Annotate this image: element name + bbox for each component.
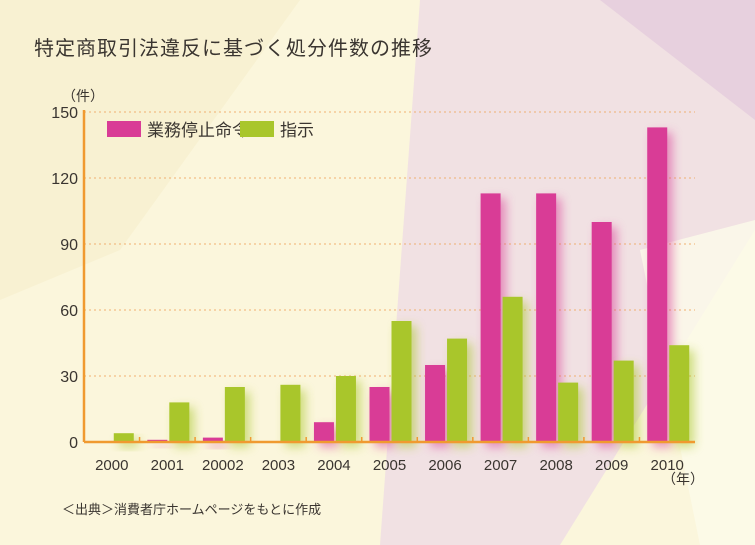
- source-note: ＜出典＞消費者庁ホームページをもとに作成: [62, 503, 322, 518]
- bar-suspension-order: [313, 422, 334, 442]
- bar-instruction: [613, 360, 634, 442]
- bar-suspension-order: [591, 222, 612, 442]
- x-tick-label: 2010: [651, 457, 684, 474]
- x-tick-label: 2006: [428, 457, 461, 474]
- bar-shadow: [207, 442, 228, 447]
- x-tick-label: 2000: [95, 457, 128, 474]
- bar-suspension-order: [536, 193, 557, 442]
- y-tick-label: 0: [69, 435, 78, 452]
- bar-shadow: [152, 444, 173, 447]
- y-tick-label: 60: [60, 303, 78, 320]
- bar-instruction: [391, 321, 412, 442]
- bar-instruction: [502, 296, 523, 442]
- bar-suspension-order: [647, 127, 668, 443]
- x-tick-label: 2005: [373, 457, 406, 474]
- x-tick-label: 2007: [484, 457, 517, 474]
- x-tick-label: 20002: [202, 457, 244, 474]
- y-tick-label: 30: [60, 369, 78, 386]
- y-axis-label: （件）: [62, 88, 104, 104]
- x-tick-label: 2009: [595, 457, 628, 474]
- bar-instruction: [558, 382, 579, 442]
- bar-instruction: [113, 433, 134, 442]
- x-tick-label: 2001: [151, 457, 184, 474]
- bar-instruction: [169, 402, 190, 442]
- bar-instruction: [335, 376, 356, 442]
- page-title: 特定商取引法違反に基づく処分件数の推移: [34, 36, 433, 60]
- x-tick-label: 2004: [317, 457, 350, 474]
- bar-suspension-order: [369, 387, 390, 442]
- bar-instruction: [447, 338, 468, 442]
- x-tick-label: 2008: [539, 457, 572, 474]
- bar-suspension-order: [202, 437, 223, 442]
- legend-swatch: [107, 121, 141, 137]
- y-tick-label: 120: [51, 171, 78, 188]
- y-tick-label: 90: [60, 237, 78, 254]
- bar-instruction: [280, 384, 301, 442]
- x-tick-label: 2003: [262, 457, 295, 474]
- legend-label: 指示: [280, 121, 314, 140]
- bar-instruction: [669, 345, 690, 442]
- bar-suspension-order: [425, 365, 446, 442]
- y-tick-label: 150: [51, 105, 78, 122]
- bar-suspension-order: [480, 193, 501, 442]
- bar-instruction: [224, 387, 245, 442]
- x-axis-label: （年）: [662, 471, 704, 487]
- legend-swatch: [240, 121, 274, 137]
- legend-label: 業務停止命令: [147, 121, 249, 140]
